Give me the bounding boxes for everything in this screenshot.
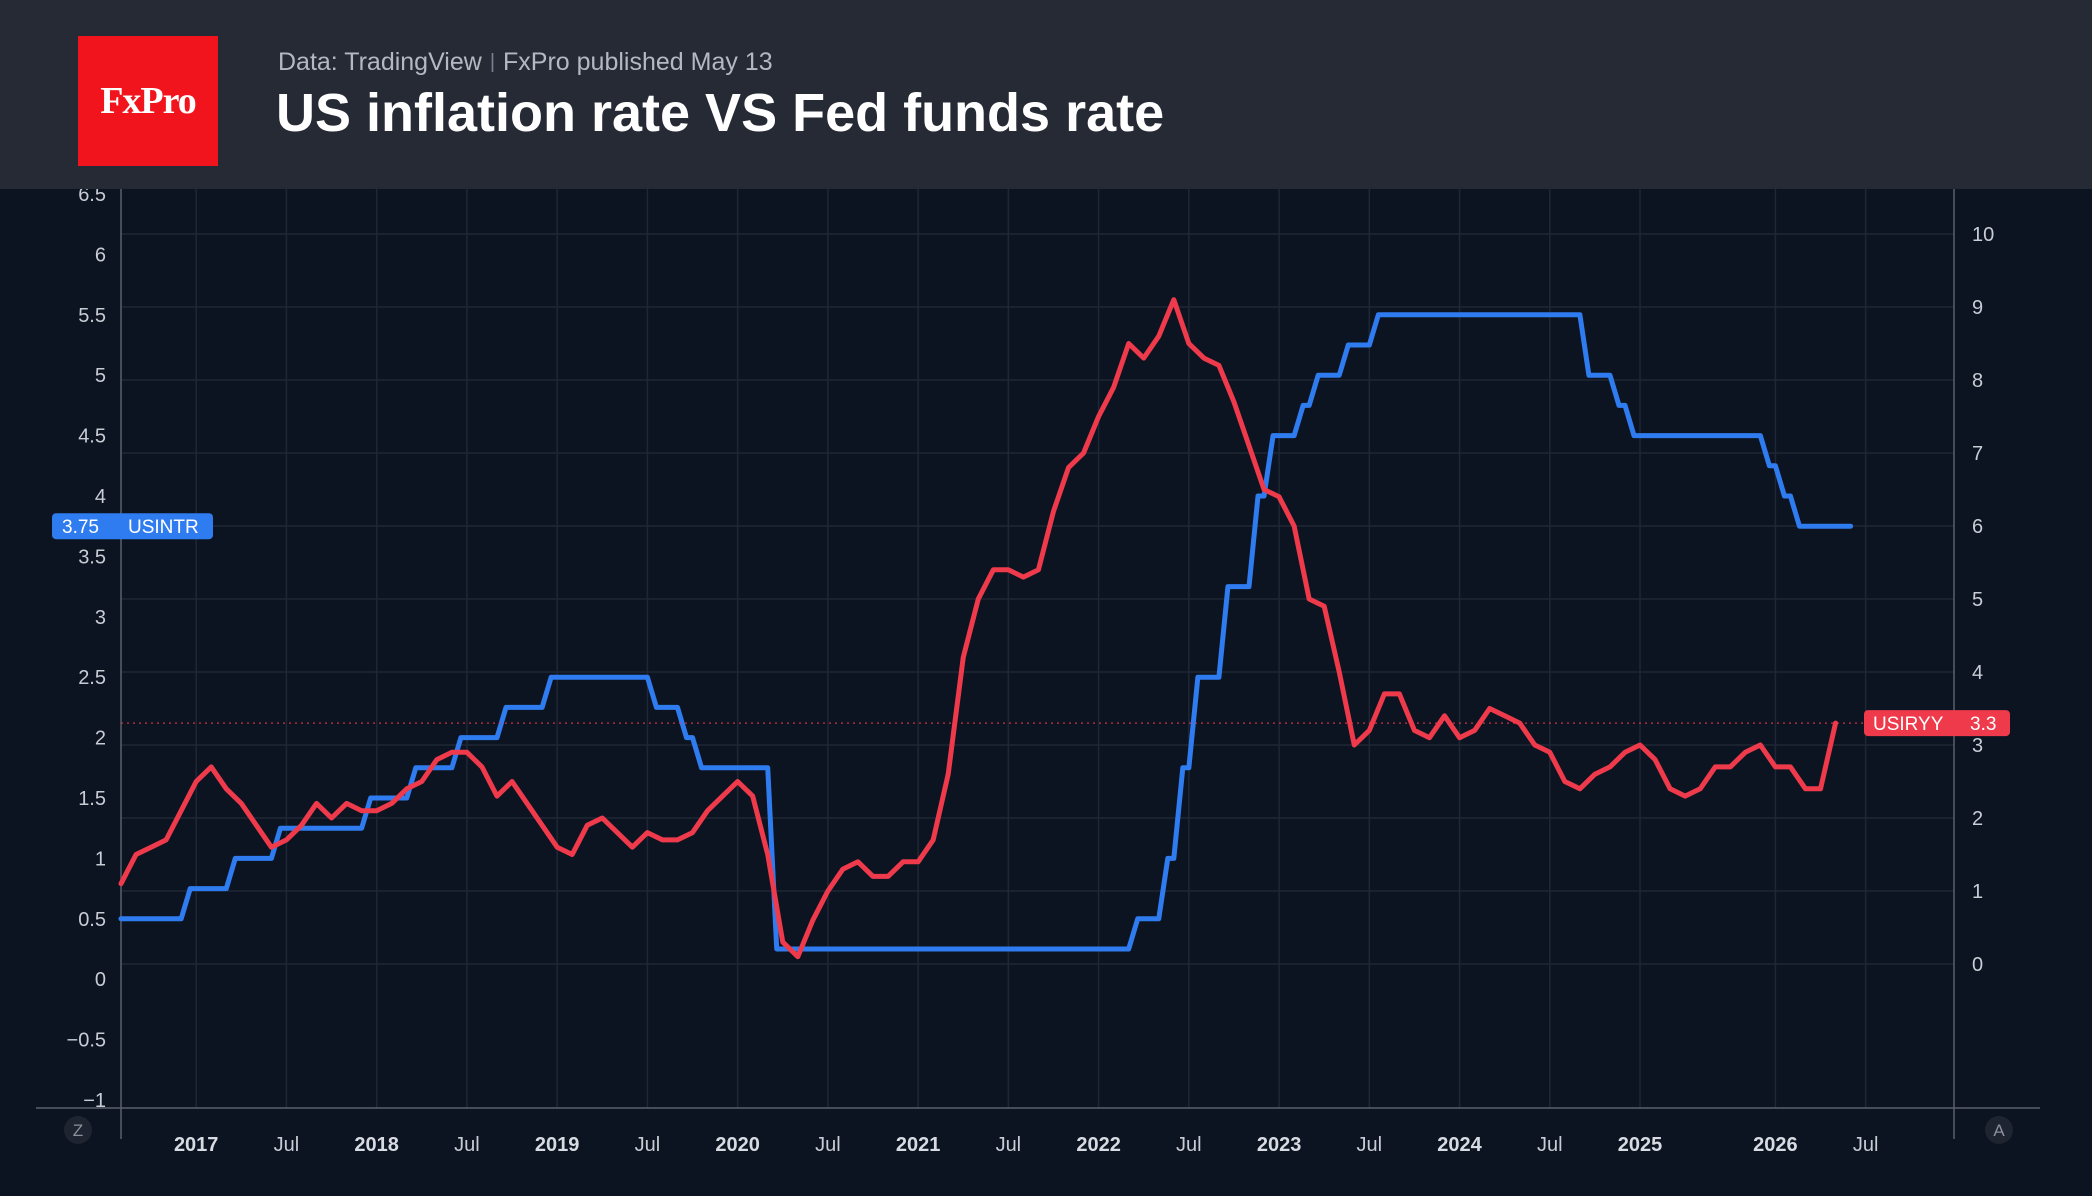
right-axis-tick-label: 5 [1972, 589, 1983, 611]
left-axis-tick-label: 2.5 [78, 667, 106, 689]
right-axis-tick-label: 9 [1972, 297, 1983, 319]
usintr-tag-name: USINTR [128, 517, 199, 538]
chart-canvas[interactable]: 6.565.554.543.532.521.510.50−0.5−1109876… [0, 189, 2092, 1196]
left-axis-tick-label: −1 [83, 1090, 106, 1112]
x-axis-tick-label: Jul [1357, 1134, 1383, 1156]
x-axis-tick-label: 2022 [1076, 1134, 1121, 1156]
logo-text: FxPro [100, 80, 197, 122]
left-axis-tick-label: 0.5 [78, 909, 106, 931]
x-axis-tick-label: Jul [996, 1134, 1022, 1156]
header-bar: FxPro Data: TradingView | FxPro published … [0, 0, 2092, 189]
left-axis-tick-label: 6 [95, 244, 106, 266]
x-axis-tick-label: 2017 [174, 1134, 219, 1156]
usintr-tag [52, 513, 213, 540]
right-axis-tick-label: 8 [1972, 370, 1983, 392]
separator: | [489, 51, 496, 73]
left-axis-tick-label: 5 [95, 365, 106, 387]
x-axis-tick-label: Jul [1537, 1134, 1563, 1156]
x-axis-tick-label: Jul [1176, 1134, 1202, 1156]
series-tags: 3.75 USINTR USIRYY 3.3 [52, 513, 2010, 737]
right-axis-tick-label: 3 [1972, 735, 1983, 757]
left-axis-tick-label: −0.5 [67, 1030, 106, 1052]
left-axis-tick-label: 4 [95, 486, 106, 508]
zoom-toggle-label[interactable]: Z [73, 1121, 83, 1140]
left-axis-tick-label: 6.5 [78, 189, 106, 206]
auto-scale-label[interactable]: A [1993, 1121, 2005, 1140]
chart-subtitle: Data: TradingView | FxPro published May 13 [278, 48, 773, 77]
right-axis-tick-label: 10 [1972, 224, 1994, 246]
right-axis-tick-label: 2 [1972, 808, 1983, 830]
grid [0, 189, 2092, 1196]
axis-labels: 6.565.554.543.532.521.510.50−0.5−1109876… [64, 189, 2013, 1156]
x-axis-tick-label: 2023 [1257, 1134, 1302, 1156]
x-axis-tick-label: Jul [815, 1134, 841, 1156]
x-axis-tick-label: Jul [1853, 1134, 1879, 1156]
right-axis-tick-label: 6 [1972, 516, 1983, 538]
usintr-tag-value: 3.75 [62, 517, 99, 538]
left-axis-tick-label: 4.5 [78, 426, 106, 448]
right-axis-tick-label: 1 [1972, 881, 1983, 903]
right-axis-tick-label: 0 [1972, 954, 1983, 976]
x-axis-tick-label: Jul [635, 1134, 661, 1156]
usiryy-tag [1864, 710, 2010, 737]
axes [36, 189, 2040, 1139]
x-axis-tick-label: 2024 [1437, 1134, 1482, 1156]
left-axis-tick-label: 1 [95, 848, 106, 870]
left-axis-tick-label: 5.5 [78, 305, 106, 327]
left-axis-tick-label: 2 [95, 728, 106, 750]
left-axis-tick-label: 3.5 [78, 546, 106, 568]
zoom-toggle-button[interactable] [64, 1116, 92, 1144]
x-axis-tick-label: Jul [454, 1134, 480, 1156]
usiryy-tag-value: 3.3 [1970, 714, 1996, 735]
chart-background [0, 189, 2092, 1196]
x-axis-tick-label: 2019 [535, 1134, 580, 1156]
x-axis-tick-label: 2018 [354, 1134, 399, 1156]
x-axis-tick-label: Jul [274, 1134, 300, 1156]
published-label: FxPro published May 13 [503, 48, 773, 76]
fed-funds-rate-line [118, 312, 1854, 952]
left-axis-tick-label: 0 [95, 969, 106, 991]
data-source-label: Data: TradingView [278, 48, 482, 76]
right-axis-tick-label: 7 [1972, 443, 1983, 465]
right-axis-tick-label: 4 [1972, 662, 1983, 684]
usiryy-tag-name: USIRYY [1873, 714, 1944, 735]
left-axis-tick-label: 3 [95, 607, 106, 629]
series-lines [118, 297, 1864, 960]
left-axis-tick-label: 1.5 [78, 788, 106, 810]
fxpro-logo: FxPro [78, 36, 218, 166]
auto-scale-button[interactable] [1985, 1116, 2013, 1144]
inflation-rate-line [118, 297, 1839, 960]
x-axis-tick-label: 2026 [1753, 1134, 1798, 1156]
x-axis-tick-label: 2021 [896, 1134, 941, 1156]
x-axis-tick-label: 2025 [1618, 1134, 1663, 1156]
chart-title: US inflation rate VS Fed funds rate [276, 83, 1165, 143]
x-axis-tick-label: 2020 [715, 1134, 760, 1156]
